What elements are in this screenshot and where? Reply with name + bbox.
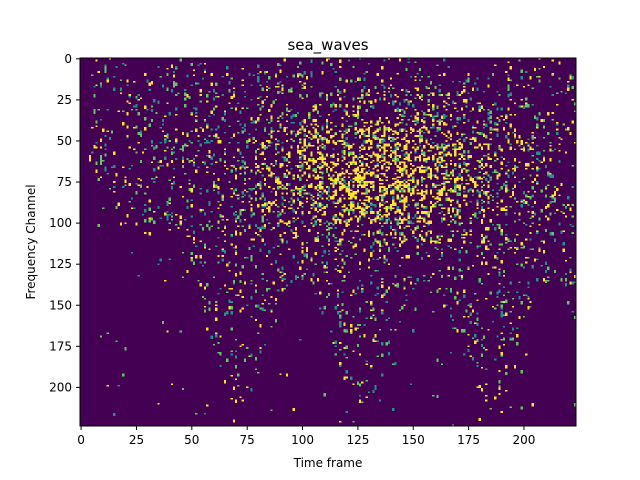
x-tick-label: 75 bbox=[240, 433, 255, 447]
x-tick-label: 150 bbox=[402, 433, 425, 447]
heatmap-image bbox=[80, 58, 576, 426]
x-tick-label: 0 bbox=[77, 433, 85, 447]
plot-frame bbox=[79, 57, 577, 427]
x-tick-label: 100 bbox=[291, 433, 314, 447]
y-axis-ticks: 0 25 50 75 100 125 150 175 200 bbox=[49, 52, 80, 394]
y-tick-label: 200 bbox=[49, 380, 72, 394]
x-tick-label: 50 bbox=[184, 433, 199, 447]
y-tick-label: 50 bbox=[57, 134, 72, 148]
x-tick-label: 25 bbox=[129, 433, 144, 447]
chart-title: sea_waves bbox=[287, 36, 368, 55]
x-axis-ticks: 0 25 50 75 100 125 150 175 200 bbox=[77, 426, 535, 447]
heatmap-plot-area bbox=[80, 58, 576, 426]
y-tick-label: 100 bbox=[49, 216, 72, 230]
y-axis-label: Frequency Channel bbox=[24, 184, 38, 299]
x-axis-label: Time frame bbox=[293, 456, 363, 470]
y-tick-label: 125 bbox=[49, 257, 72, 271]
y-tick-label: 25 bbox=[57, 93, 72, 107]
y-tick-label: 175 bbox=[49, 339, 72, 353]
x-tick-label: 125 bbox=[346, 433, 369, 447]
y-tick-label: 75 bbox=[57, 175, 72, 189]
x-tick-label: 175 bbox=[457, 433, 480, 447]
x-tick-label: 200 bbox=[513, 433, 536, 447]
y-tick-label: 0 bbox=[64, 52, 72, 66]
y-tick-label: 150 bbox=[49, 298, 72, 312]
